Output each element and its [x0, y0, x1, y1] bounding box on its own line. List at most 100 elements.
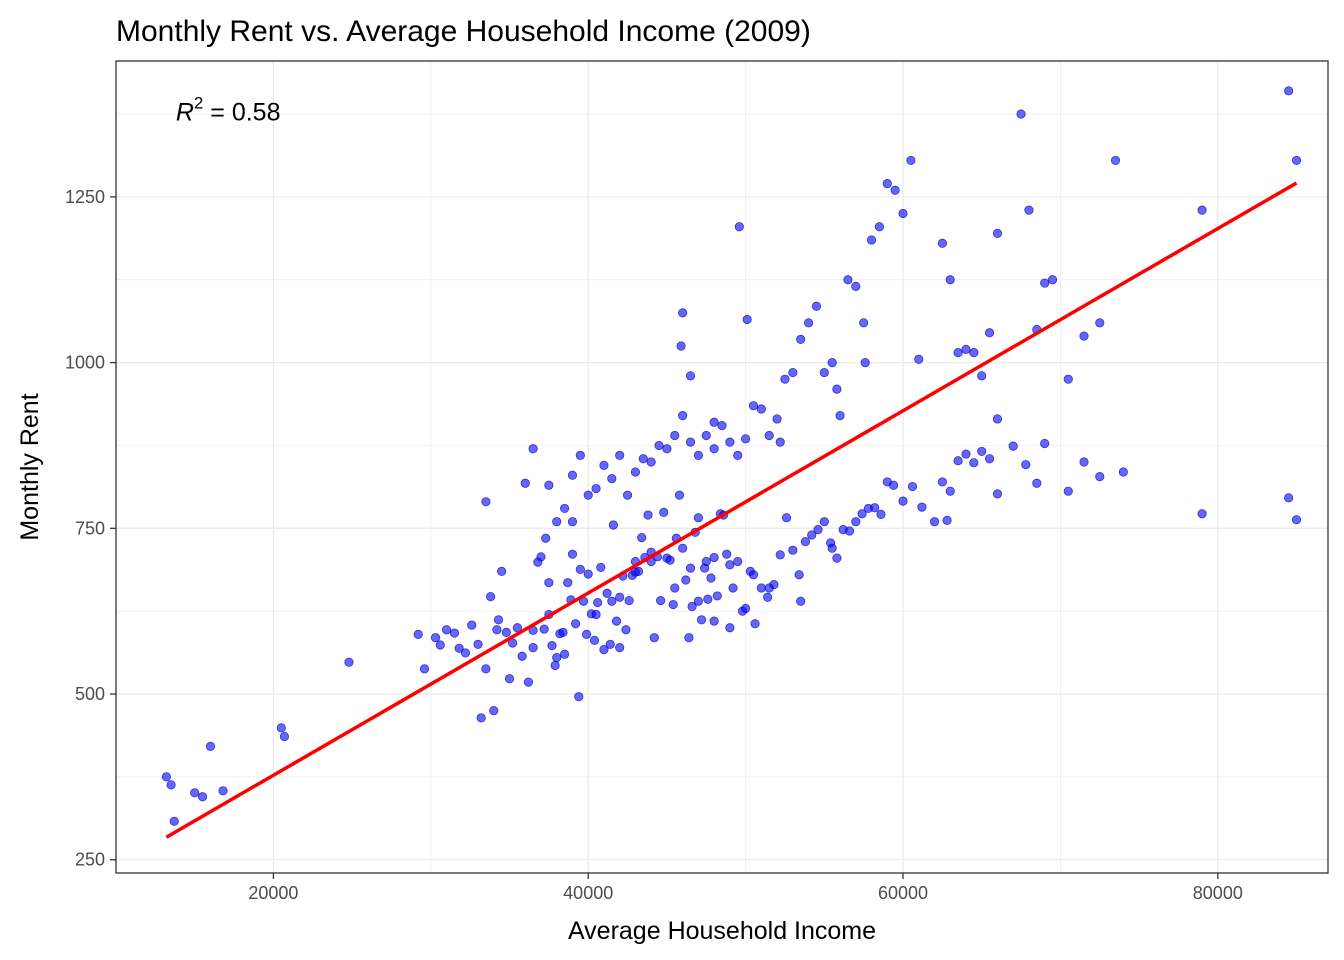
- data-point: [575, 564, 585, 575]
- data-point: [596, 562, 606, 573]
- data-point: [571, 619, 581, 629]
- data-point: [1063, 486, 1073, 496]
- data-point: [681, 575, 691, 585]
- data-point: [961, 344, 971, 354]
- data-point: [593, 597, 603, 608]
- data-point: [937, 477, 947, 487]
- data-point: [781, 513, 792, 523]
- data-point: [552, 517, 562, 527]
- data-point: [748, 401, 759, 411]
- data-point: [435, 640, 445, 650]
- data-point: [344, 657, 354, 667]
- y-tick-label: 750: [75, 518, 105, 538]
- data-point: [205, 741, 216, 751]
- data-point: [605, 639, 615, 649]
- grid-lines: [115, 61, 1328, 873]
- x-tick-label: 60000: [878, 883, 928, 903]
- y-tick-label: 500: [75, 684, 105, 704]
- data-point: [772, 414, 782, 424]
- data-point: [775, 437, 785, 447]
- data-point: [638, 454, 648, 464]
- data-point: [685, 437, 696, 447]
- data-point: [492, 625, 502, 635]
- data-point: [701, 556, 711, 567]
- data-point: [1291, 515, 1302, 525]
- data-point: [615, 643, 625, 653]
- data-point: [1040, 278, 1050, 288]
- data-point: [860, 357, 870, 368]
- data-point: [874, 222, 885, 232]
- data-point: [945, 275, 955, 285]
- data-point: [550, 660, 560, 671]
- data-point: [637, 532, 647, 543]
- data-point: [696, 615, 707, 625]
- data-point: [486, 591, 496, 602]
- data-point: [611, 616, 622, 626]
- data-point: [1291, 155, 1302, 166]
- data-point: [725, 560, 735, 570]
- data-point: [961, 449, 971, 459]
- data-point: [756, 583, 766, 593]
- data-point: [476, 713, 486, 723]
- data-point: [523, 677, 533, 687]
- data-point: [1118, 467, 1128, 477]
- data-point: [843, 275, 853, 285]
- data-point: [1047, 275, 1058, 285]
- data-point: [190, 788, 200, 798]
- data-point: [676, 341, 686, 351]
- data-point: [750, 619, 760, 629]
- data-point: [646, 457, 656, 467]
- data-point: [467, 620, 477, 630]
- data-point: [742, 314, 752, 325]
- data-point: [567, 517, 578, 527]
- data-point: [888, 480, 899, 490]
- data-point: [615, 450, 625, 460]
- data-point: [649, 633, 659, 643]
- x-tick-label: 20000: [248, 883, 298, 903]
- data-point: [1197, 205, 1207, 215]
- data-point: [599, 645, 609, 655]
- data-point: [882, 179, 892, 189]
- data-point: [819, 367, 829, 378]
- r-squared-value: = 0.58: [203, 99, 280, 127]
- data-point: [693, 596, 703, 606]
- data-point: [706, 573, 716, 583]
- data-point: [929, 517, 940, 527]
- data-point: [504, 674, 515, 684]
- data-point: [827, 543, 837, 553]
- data-point: [780, 374, 790, 384]
- data-point: [851, 281, 861, 291]
- data-point: [497, 566, 507, 577]
- data-point: [866, 235, 877, 245]
- data-point: [508, 638, 518, 648]
- data-point: [668, 599, 678, 610]
- data-point: [811, 301, 822, 311]
- data-point: [624, 595, 634, 606]
- data-point: [870, 503, 880, 513]
- data-point: [1021, 460, 1031, 470]
- data-point: [741, 434, 751, 444]
- data-point: [528, 444, 538, 454]
- data-point: [693, 513, 703, 523]
- data-point: [775, 550, 785, 560]
- data-point: [1079, 457, 1089, 467]
- plot-panel-border: [115, 60, 1329, 874]
- data-point: [917, 502, 927, 512]
- data-point: [1079, 331, 1089, 341]
- data-point: [599, 460, 609, 470]
- data-point: [857, 509, 867, 519]
- data-point: [1008, 441, 1018, 451]
- data-point: [733, 450, 743, 460]
- data-point: [608, 520, 618, 530]
- data-point: [756, 404, 766, 414]
- data-point: [1095, 318, 1105, 328]
- data-point: [819, 517, 829, 527]
- data-point: [678, 411, 688, 421]
- data-point: [712, 591, 722, 601]
- y-tick-label: 1250: [65, 187, 105, 207]
- data-point: [547, 641, 557, 651]
- data-point: [621, 625, 631, 635]
- data-point: [449, 628, 460, 638]
- data-point: [709, 444, 719, 454]
- data-point: [1284, 86, 1294, 96]
